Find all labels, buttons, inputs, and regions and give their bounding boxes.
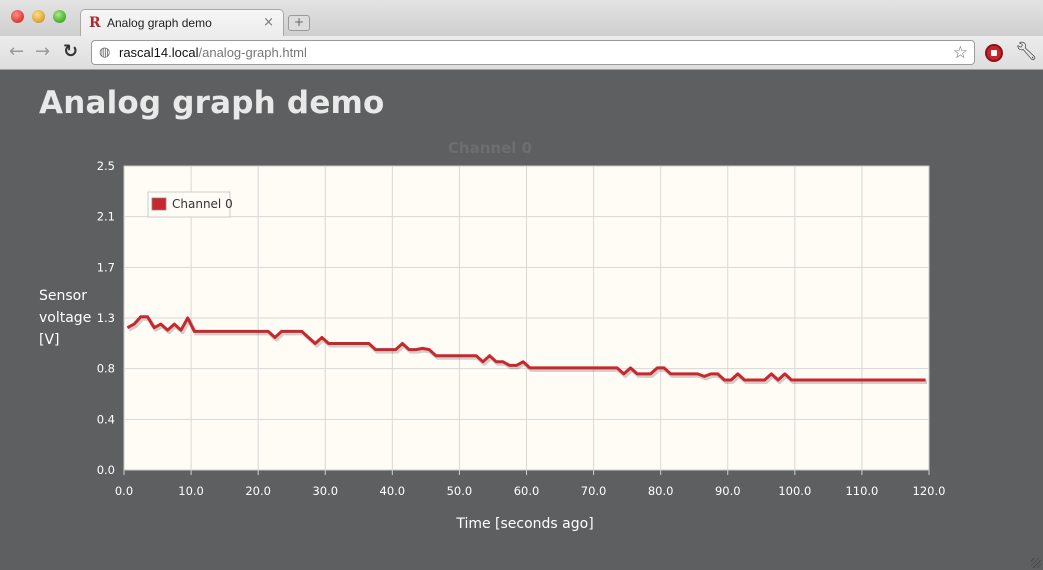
x-tick-label: 0.0 xyxy=(115,484,133,498)
y-axis: 0.0 0.4 0.8 1.3 1.7 2.1 2.5 xyxy=(97,159,115,477)
x-tick-label: 10.0 xyxy=(178,484,204,498)
window-titlebar: R Analog graph demo × + xyxy=(0,0,1043,37)
legend-swatch xyxy=(151,197,167,211)
chart-title: Channel 0 xyxy=(448,139,532,157)
x-tick-label: 110.0 xyxy=(845,484,878,498)
y-tick-label: 2.5 xyxy=(97,159,115,173)
x-axis: 0.0 10.0 20.0 30.0 40.0 50.0 60.0 70.0 80.0 90.0 1… xyxy=(115,470,946,498)
page-content: Analog graph demo Channel 0 0.0 10.0 20.0 3… xyxy=(0,71,1043,570)
y-axis-label-line-3: [V] xyxy=(39,332,60,348)
y-axis-label-line-1: Sensor xyxy=(39,288,87,304)
y-axis-label-line-2: voltage xyxy=(39,310,91,326)
x-tick-label: 30.0 xyxy=(312,484,338,498)
x-tick-label: 100.0 xyxy=(778,484,811,498)
url-text[interactable]: rascal14.local/analog-graph.html xyxy=(119,45,307,60)
x-tick-label: 120.0 xyxy=(913,484,946,498)
forward-arrow-icon[interactable]: → xyxy=(35,41,51,62)
y-tick-label: 1.7 xyxy=(97,260,115,274)
page-title: Analog graph demo xyxy=(39,85,385,121)
x-tick-label: 80.0 xyxy=(648,484,674,498)
address-bar[interactable]: ◍ rascal14.local/analog-graph.html ☆ xyxy=(91,40,975,65)
close-window-button[interactable] xyxy=(11,10,24,23)
legend-label: Channel 0 xyxy=(172,197,233,211)
browser-tab[interactable]: R Analog graph demo × xyxy=(80,9,284,37)
x-tick-label: 50.0 xyxy=(447,484,473,498)
reload-icon[interactable]: ↻ xyxy=(63,41,79,62)
browser-toolbar: ← → ↻ ◍ rascal14.local/analog-graph.html… xyxy=(0,36,1043,70)
tab-title: Analog graph demo xyxy=(107,16,212,30)
y-tick-label: 2.1 xyxy=(97,210,115,224)
tab-close-icon[interactable]: × xyxy=(263,15,274,30)
site-favicon-icon: R xyxy=(89,15,101,31)
line-chart: Channel 0 0.0 10.0 20.0 30.0 40.0 50.0 60.0 70.… xyxy=(39,139,946,532)
globe-icon: ◍ xyxy=(99,45,111,60)
y-tick-label: 0.4 xyxy=(97,412,115,426)
series-layer xyxy=(126,315,928,384)
series-line-channel-0 xyxy=(126,315,926,382)
bookmark-star-icon[interactable]: ☆ xyxy=(952,43,968,63)
legend: Channel 0 xyxy=(147,191,233,218)
wrench-icon[interactable]: 🔧︎ xyxy=(1015,41,1038,62)
back-arrow-icon[interactable]: ← xyxy=(9,41,25,62)
x-tick-label: 60.0 xyxy=(514,484,540,498)
x-tick-label: 90.0 xyxy=(715,484,741,498)
y-tick-label: 1.3 xyxy=(97,311,115,325)
x-axis-label: Time [seconds ago] xyxy=(455,516,593,532)
y-tick-label: 0.0 xyxy=(97,463,115,477)
resize-grip-icon[interactable] xyxy=(1031,558,1041,568)
zoom-window-button[interactable] xyxy=(53,10,66,23)
minimize-window-button[interactable] xyxy=(32,10,45,23)
x-tick-label: 40.0 xyxy=(380,484,406,498)
x-tick-label: 70.0 xyxy=(581,484,607,498)
x-tick-label: 20.0 xyxy=(245,484,271,498)
gridlines xyxy=(124,166,929,470)
new-tab-button[interactable]: + xyxy=(288,15,310,31)
stop-extension-icon[interactable] xyxy=(985,44,1003,62)
y-tick-label: 0.8 xyxy=(97,362,115,376)
